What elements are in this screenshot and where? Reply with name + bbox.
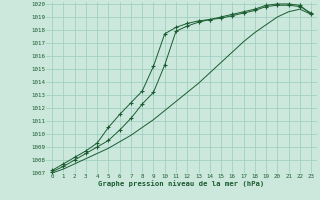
X-axis label: Graphe pression niveau de la mer (hPa): Graphe pression niveau de la mer (hPa) — [99, 180, 265, 187]
